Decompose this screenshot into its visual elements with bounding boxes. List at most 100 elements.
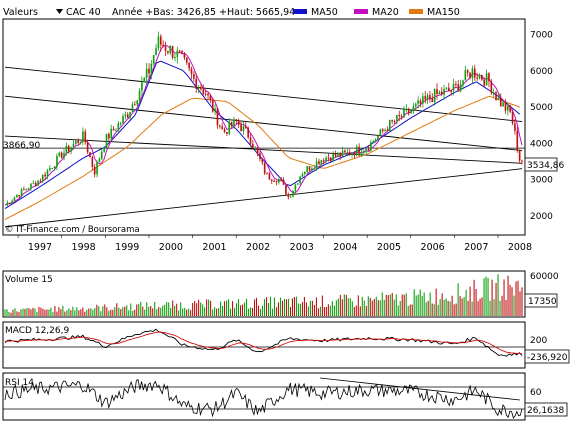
macd-plot-frame (2, 321, 526, 369)
candle-body (405, 108, 408, 110)
volume-tag: 17350 (528, 297, 557, 307)
price-x-tick: 1999 (115, 242, 139, 253)
candle-body (185, 57, 188, 63)
candle-body (396, 115, 398, 122)
candle-body (261, 158, 264, 163)
candle-body (209, 95, 212, 101)
candle-body (438, 91, 441, 94)
price-x-tick: 2002 (246, 242, 270, 253)
candle-body (8, 202, 11, 204)
candle-body (254, 147, 257, 149)
candle-body (403, 109, 405, 118)
candle-body (98, 158, 101, 163)
candle-body (247, 127, 249, 138)
candle-body (296, 183, 299, 185)
candle-body (141, 82, 143, 91)
candle-body (193, 74, 195, 79)
candle-body (249, 137, 252, 144)
candle-body (30, 183, 32, 189)
candle-body (400, 116, 403, 118)
candle-body (346, 152, 349, 154)
candle-body (266, 173, 268, 175)
left-value-label: 3866,90 (3, 141, 40, 151)
candle-body (145, 68, 148, 78)
candle-body (195, 78, 198, 89)
candle-body (325, 157, 327, 162)
candle-body (339, 153, 342, 157)
candle-body (32, 182, 35, 184)
legend-swatch-ma150 (409, 9, 423, 14)
trendlines (4, 66, 523, 228)
candle-body (275, 181, 278, 183)
candle-body (393, 121, 396, 123)
candle-body (93, 166, 96, 175)
candle-body (214, 108, 216, 112)
candle-body (51, 168, 54, 170)
trendline (4, 66, 523, 123)
candle-body (490, 81, 493, 93)
candle-body (459, 84, 462, 92)
candle-body (23, 189, 25, 191)
candle-body (502, 102, 504, 107)
candle-body (167, 50, 169, 53)
rsi-tag: 26,1638 (527, 406, 564, 416)
candle-body (507, 105, 509, 111)
candle-body (46, 170, 49, 177)
dropdown-arrow-icon[interactable] (56, 9, 63, 14)
legend-label-ma150: MA150 (427, 7, 460, 18)
candle-body (131, 104, 134, 112)
candle-body (152, 55, 155, 64)
candle-body (136, 100, 139, 105)
candle-body (13, 197, 16, 201)
candle-body (89, 152, 91, 158)
candle-body (282, 179, 285, 185)
candle-body (481, 75, 483, 80)
candle-body (455, 83, 457, 85)
candle-body (334, 153, 337, 157)
price-x-tick: 2001 (202, 242, 226, 253)
candle-body (126, 114, 129, 118)
candle-body (443, 88, 445, 95)
candle-body (18, 195, 20, 197)
candle-body (237, 120, 240, 125)
candle-body (183, 53, 186, 58)
candle-body (96, 162, 98, 175)
candle-body (162, 44, 164, 47)
candle-body (174, 57, 176, 59)
candle-body (308, 166, 311, 171)
candle-body (485, 73, 488, 86)
macd-title: MACD 12,26,9 (5, 326, 69, 336)
candle-body (63, 152, 65, 158)
candle-body (388, 120, 391, 131)
candle-body (445, 87, 448, 89)
candle-body (39, 180, 42, 182)
candle-body (511, 112, 514, 124)
candle-body (188, 62, 190, 69)
trendline (4, 95, 523, 152)
candle-body (363, 151, 365, 154)
candle-body (60, 152, 63, 158)
candle-body (285, 184, 287, 195)
candle-body (58, 152, 61, 156)
price-x-tick: 2006 (421, 242, 445, 253)
macd-signal-line (4, 331, 523, 355)
candle-body (377, 135, 379, 140)
candle-body (112, 128, 115, 131)
candle-body (301, 174, 304, 177)
candle-body (292, 190, 294, 197)
candle-body (268, 173, 271, 180)
candle-body (190, 68, 193, 75)
candle-body (412, 106, 415, 111)
index-name: CAC 40 (66, 7, 101, 18)
candle-body (367, 149, 370, 151)
candle-body (72, 143, 75, 148)
price-x-tick: 2003 (290, 242, 314, 253)
candle-body (270, 179, 273, 181)
candle-body (56, 155, 58, 167)
candle-body (230, 121, 233, 126)
header-bar: Valeurs CAC 40 Année +Bas: 3426,85 +Haut… (3, 7, 460, 18)
valeurs-label[interactable]: Valeurs (3, 7, 38, 18)
candle-body (353, 153, 356, 156)
macd-panel: MACD 12,26,9 200 -236,920 (2, 321, 570, 369)
